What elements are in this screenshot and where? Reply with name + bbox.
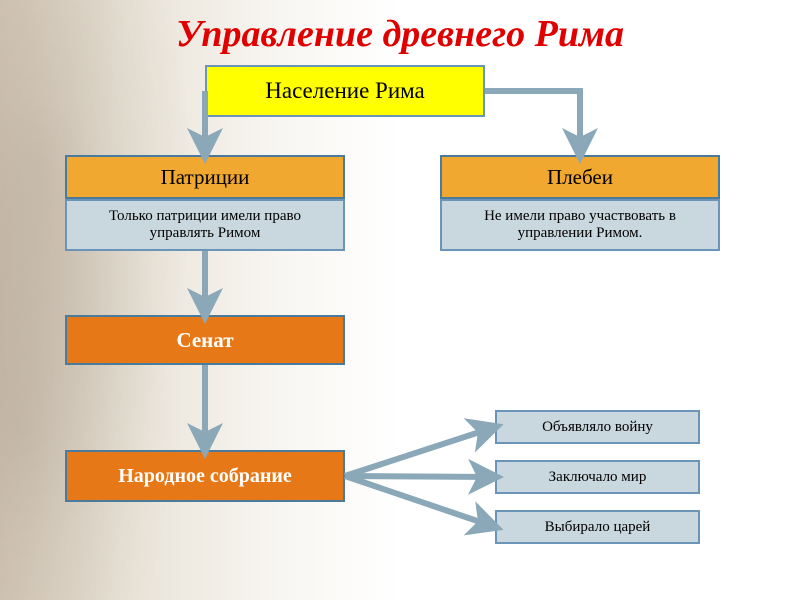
box-peace-label: Заключало мир [549,469,647,486]
box-declared-war: Объявляло войну [495,410,700,444]
box-plebeians-label: Плебеи [547,165,613,190]
box-plebeians-description: Не имели право участвовать в управлении … [440,199,720,251]
box-patricians-description: Только патриции имели право управлять Ри… [65,199,345,251]
box-made-peace: Заключало мир [495,460,700,494]
box-senate-label: Сенат [176,328,233,353]
box-assembly-label: Народное собрание [118,465,292,488]
background-colosseum-fade [0,0,220,600]
page-title: Управление древнего Рима [0,12,800,56]
box-elected-kings: Выбирало царей [495,510,700,544]
box-plebeians-desc-label: Не имели право участвовать в управлении … [450,208,710,242]
box-population: Население Рима [205,65,485,117]
box-patricians-desc-label: Только патриции имели право управлять Ри… [75,208,335,242]
box-plebeians: Плебеи [440,155,720,199]
box-assembly: Народное собрание [65,450,345,502]
box-patricians-label: Патриции [161,165,250,190]
box-kings-label: Выбирало царей [545,519,651,536]
box-patricians: Патриции [65,155,345,199]
box-war-label: Объявляло войну [542,419,653,436]
box-senate: Сенат [65,315,345,365]
box-population-label: Население Рима [265,78,424,104]
